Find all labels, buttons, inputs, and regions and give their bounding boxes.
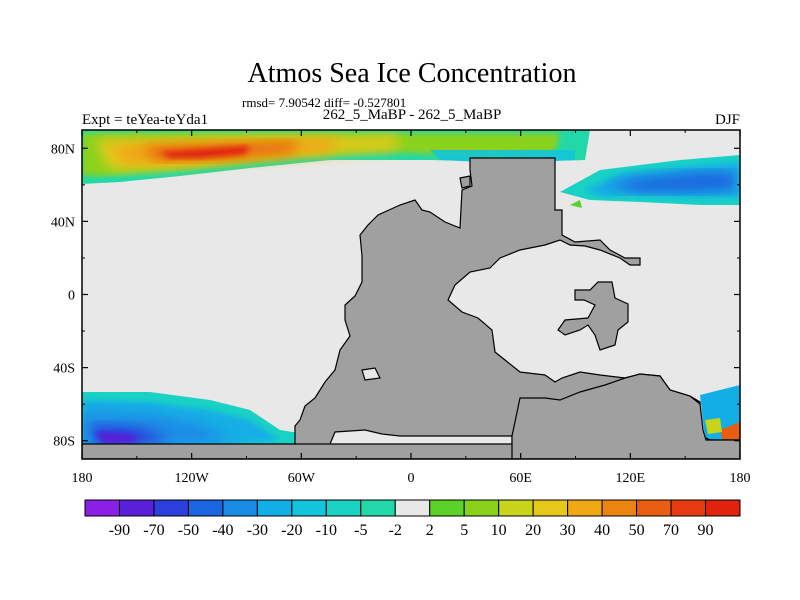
colorbar-label: 5 [460, 522, 468, 539]
x-tick-label: 60W [288, 471, 316, 486]
x-tick-label: 180 [730, 471, 751, 486]
colorbar-label: 70 [663, 522, 679, 539]
y-axis: 80N 40N 0 40S 80S [51, 142, 740, 450]
colorbar-label: -30 [247, 522, 268, 539]
subtitle-right: DJF [715, 112, 740, 128]
colorbar-swatch [601, 499, 638, 517]
colorbar-swatch [670, 499, 707, 517]
land-island-north [459, 175, 471, 189]
colorbar-label: -10 [316, 522, 337, 539]
colorbar-swatch [705, 499, 741, 517]
colorbar-swatch [498, 499, 534, 517]
colorbar-swatch [394, 499, 431, 517]
colorbar-swatch [84, 499, 120, 517]
y-tick-label: 80S [53, 435, 75, 450]
x-tick-label: 120W [175, 471, 210, 486]
colorbar-label: 30 [560, 522, 576, 539]
x-tick-label: 60E [509, 471, 532, 486]
colorbar-swatch [222, 499, 258, 517]
colorbar-label: 40 [594, 522, 610, 539]
colorbar-swatch [187, 499, 224, 517]
anomaly-north-asia [560, 155, 740, 208]
colorbar: -90 -70 -50 -40 -30 -20 -10 -5 -2 2 5 10 20 30 40 50 70 9… [84, 499, 741, 539]
stats-line: rmsd= 7.90542 diff= -0.527801 [242, 95, 406, 110]
land-island-east [557, 281, 629, 351]
subtitle-left: Expt = teYea-teYda1 [82, 112, 208, 128]
colorbar-label: 50 [629, 522, 645, 539]
colorbar-label: -40 [212, 522, 233, 539]
colorbar-label: -20 [281, 522, 302, 539]
colorbar-label: -90 [109, 522, 130, 539]
y-tick-label: 40S [53, 362, 75, 377]
colorbar-swatch [291, 499, 327, 517]
x-tick-label: 0 [408, 471, 415, 486]
colorbar-swatch [360, 499, 396, 517]
colorbar-label: 20 [525, 522, 541, 539]
colorbar-label: 90 [698, 522, 714, 539]
land-island-south [361, 367, 381, 381]
x-tick-label: 180 [72, 471, 93, 486]
land-southeast [511, 373, 740, 459]
colorbar-swatch [118, 499, 155, 517]
x-tick-label: 120E [616, 471, 646, 486]
colorbar-swatch [567, 499, 603, 517]
y-tick-label: 80N [51, 142, 75, 157]
colorbar-swatch [325, 499, 362, 517]
subtitle-center: 262_5_MaBP - 262_5_MaBP [323, 107, 502, 123]
colorbar-swatch [532, 499, 569, 517]
colorbar-label: 2 [426, 522, 434, 539]
chart-title: Atmos Sea Ice Concentration [248, 58, 577, 89]
colorbar-label: 10 [491, 522, 507, 539]
colorbar-label: -50 [178, 522, 199, 539]
colorbar-swatch [463, 499, 500, 517]
colorbar-swatch [636, 499, 672, 517]
colorbar-swatch [429, 499, 465, 517]
anomaly-north-pacific [82, 130, 590, 184]
colorbar-label: -2 [389, 522, 402, 539]
land-masses [82, 157, 740, 459]
y-tick-label: 0 [68, 289, 75, 304]
colorbar-label: -70 [143, 522, 164, 539]
colorbar-swatch [256, 499, 293, 517]
x-axis: 180 120W 60W 0 60E 120E 180 [72, 130, 751, 486]
colorbar-swatch [153, 499, 189, 517]
y-tick-label: 40N [51, 215, 75, 230]
colorbar-label: -5 [354, 522, 367, 539]
map-panel [81, 129, 741, 460]
